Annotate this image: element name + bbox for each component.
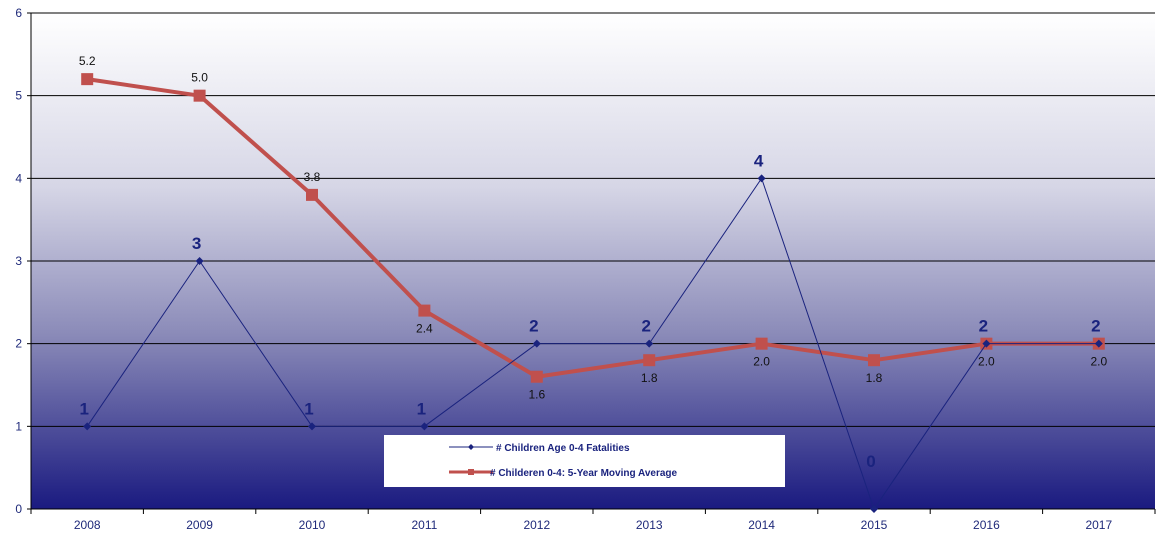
- data-label-fatalities: 4: [754, 151, 764, 170]
- point-fatalities: [308, 422, 316, 431]
- series-line-fatalities: [86, 177, 1099, 511]
- y-tick-label: 1: [15, 419, 22, 433]
- x-tick-label: 2012: [523, 518, 550, 532]
- point-moving-average: [868, 354, 880, 367]
- data-label-fatalities: 0: [866, 452, 875, 471]
- point-fatalities: [757, 174, 766, 183]
- point-fatalities: [532, 339, 541, 348]
- point-moving-average: [193, 89, 206, 102]
- y-tick-label: 5: [15, 89, 22, 103]
- data-label-moving-average: 1.8: [641, 371, 658, 385]
- data-label-moving-average: 2.0: [1090, 355, 1107, 369]
- y-tick-label: 4: [15, 171, 22, 185]
- data-label-fatalities: 2: [1091, 317, 1100, 336]
- data-label-moving-average: 5.2: [79, 54, 96, 68]
- data-label-fatalities: 1: [79, 399, 88, 418]
- y-tick-label: 6: [15, 6, 22, 20]
- data-label-moving-average: 3.8: [304, 170, 321, 184]
- data-label-moving-average: 1.8: [866, 371, 883, 385]
- data-label-fatalities: 1: [417, 399, 426, 418]
- x-tick-label: 2008: [74, 518, 101, 532]
- legend-marker-moving-average: [468, 469, 474, 475]
- series: [81, 73, 1105, 513]
- y-tick-label: 3: [15, 254, 22, 268]
- point-fatalities: [420, 422, 429, 431]
- data-label-moving-average: 2.4: [416, 322, 433, 336]
- point-moving-average: [418, 304, 431, 317]
- x-tick-label: 2013: [636, 518, 663, 532]
- point-fatalities: [982, 339, 991, 348]
- x-tick-label: 2009: [186, 518, 213, 532]
- legend-marker-fatalities: [468, 444, 474, 450]
- x-tick-label: 2010: [299, 518, 326, 532]
- point-moving-average: [306, 188, 318, 201]
- data-label-moving-average: 1.6: [528, 388, 545, 402]
- legend-box: [384, 435, 785, 487]
- data-label-fatalities: 1: [304, 399, 313, 418]
- point-fatalities: [83, 422, 92, 431]
- x-tick-label: 2011: [411, 518, 437, 532]
- point-fatalities: [1094, 339, 1103, 348]
- legend: # Children Age 0-4 Fatalities # Childere…: [384, 435, 785, 487]
- x-tick-label: 2014: [748, 518, 775, 532]
- y-tick-label: 0: [15, 502, 22, 516]
- data-label-fatalities: 2: [979, 317, 988, 336]
- legend-label-moving-average: # Childeren 0-4: 5-Year Moving Average: [490, 468, 678, 479]
- data-label-fatalities: 2: [641, 317, 650, 336]
- x-tick-label: 2015: [861, 518, 888, 532]
- point-fatalities: [195, 257, 204, 265]
- series-line-moving-average: [86, 77, 1099, 379]
- point-fatalities: [645, 339, 654, 348]
- point-fatalities: [870, 505, 878, 513]
- point-moving-average: [643, 354, 656, 367]
- point-moving-average: [81, 73, 94, 86]
- data-labels: 1 3 1 1 2 2 4 0 2 2 5.2 5.0 3.8 2.4 1.6 1.8 2.0 1.8 2.0 2.0: [79, 54, 1108, 471]
- point-moving-average: [530, 370, 543, 383]
- x-tick-label: 2017: [1085, 518, 1112, 532]
- legend-label-fatalities: # Children Age 0-4 Fatalities: [496, 443, 630, 454]
- data-label-fatalities: 2: [529, 317, 538, 336]
- data-label-moving-average: 2.0: [978, 355, 995, 369]
- data-label-moving-average: 2.0: [753, 355, 770, 369]
- data-label-moving-average: 5.0: [191, 71, 208, 85]
- x-tick-label: 2016: [973, 518, 1000, 532]
- y-tick-label: 2: [15, 337, 22, 351]
- point-moving-average: [755, 337, 768, 350]
- data-label-fatalities: 3: [192, 234, 201, 253]
